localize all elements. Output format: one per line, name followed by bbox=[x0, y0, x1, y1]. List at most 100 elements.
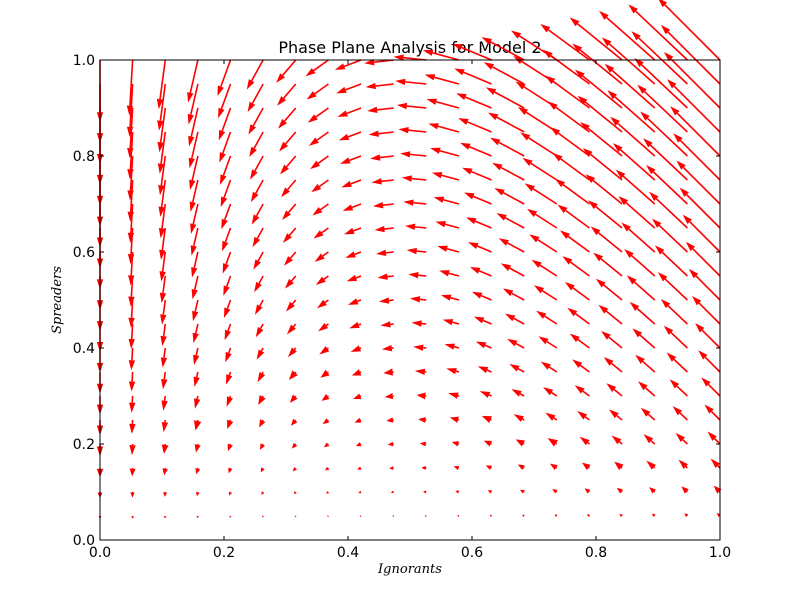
vector-arrow-head bbox=[217, 85, 224, 97]
vector-arrow bbox=[614, 461, 624, 471]
vector-arrow bbox=[396, 102, 427, 110]
vector-arrow bbox=[552, 152, 590, 181]
vector-arrow-head bbox=[226, 396, 234, 407]
vector-arrow bbox=[341, 179, 362, 188]
vector-arrow-shaft bbox=[285, 155, 297, 168]
vector-arrow bbox=[224, 323, 232, 341]
vector-arrow bbox=[481, 37, 525, 61]
vector-arrow-shaft bbox=[588, 466, 590, 469]
vector-arrow-head bbox=[607, 90, 618, 100]
vector-arrow bbox=[562, 256, 590, 277]
vector-arrow-shaft bbox=[161, 251, 167, 272]
vector-arrow bbox=[286, 323, 297, 335]
vector-arrow bbox=[250, 155, 264, 180]
vector-arrow-head bbox=[619, 513, 623, 518]
vector-arrow-head bbox=[282, 210, 291, 221]
vector-arrow-head bbox=[251, 214, 260, 225]
vector-arrow-shaft bbox=[463, 71, 492, 85]
vector-arrow bbox=[162, 467, 168, 476]
vector-arrow bbox=[323, 442, 330, 448]
vector-arrow-head bbox=[131, 516, 135, 519]
vector-arrow-shaft bbox=[686, 490, 688, 493]
vector-arrow-shaft bbox=[664, 4, 721, 61]
vector-arrow-head bbox=[452, 43, 463, 51]
vector-arrow-head bbox=[672, 406, 683, 416]
vector-arrow-head bbox=[640, 407, 651, 417]
vector-arrow bbox=[157, 107, 167, 153]
vector-arrow bbox=[384, 392, 394, 400]
vector-arrow bbox=[418, 416, 427, 423]
vector-arrow-head bbox=[229, 515, 232, 518]
vector-arrow bbox=[489, 514, 492, 518]
vector-arrow bbox=[358, 490, 362, 494]
vector-arrow bbox=[191, 251, 199, 278]
vector-arrow bbox=[628, 4, 688, 61]
vector-arrow-shaft bbox=[131, 347, 134, 361]
vector-arrow-head bbox=[688, 268, 699, 279]
vector-arrow bbox=[555, 178, 590, 205]
vector-arrow bbox=[585, 174, 623, 205]
vector-arrow-head bbox=[159, 271, 166, 282]
vector-arrow bbox=[451, 441, 460, 447]
vector-arrow bbox=[191, 275, 199, 300]
vector-arrow-shaft bbox=[131, 371, 134, 382]
vector-arrow bbox=[221, 203, 232, 230]
vector-arrow-shaft bbox=[714, 438, 721, 445]
vector-arrow-shaft bbox=[636, 307, 656, 325]
vector-arrow-shaft bbox=[544, 315, 558, 325]
vector-arrow-head bbox=[288, 370, 298, 381]
vector-arrow-shaft bbox=[435, 101, 460, 109]
vector-arrow bbox=[159, 227, 167, 260]
vector-arrow bbox=[316, 299, 329, 309]
vector-arrow-shaft bbox=[250, 59, 264, 82]
vector-arrow bbox=[522, 157, 558, 181]
vector-arrow-head bbox=[442, 319, 454, 326]
x-tick-label: 1.0 bbox=[709, 545, 731, 561]
vector-arrow bbox=[640, 407, 656, 421]
vector-arrow-head bbox=[278, 118, 288, 129]
vector-arrow-head bbox=[598, 304, 609, 314]
vector-arrow-shaft bbox=[664, 278, 688, 301]
vector-arrow-head bbox=[449, 416, 459, 423]
vector-arrow-head bbox=[426, 98, 438, 105]
x-tick-label: 0.2 bbox=[213, 545, 235, 561]
vector-arrow-head bbox=[193, 420, 202, 431]
vector-arrow-shaft bbox=[351, 203, 362, 209]
vector-arrow-shaft bbox=[653, 466, 656, 469]
vector-arrow bbox=[651, 218, 688, 253]
vector-arrow-head bbox=[517, 106, 529, 116]
vector-arrow-head bbox=[682, 214, 692, 224]
vector-arrow-head bbox=[190, 223, 197, 234]
vector-arrow bbox=[347, 298, 362, 305]
vector-arrow bbox=[128, 371, 136, 392]
vector-arrow-head bbox=[222, 263, 230, 274]
vector-arrow-shaft bbox=[492, 66, 525, 85]
vector-arrow-head bbox=[515, 439, 525, 447]
vector-arrow-head bbox=[676, 160, 686, 170]
vector-arrow-head bbox=[257, 372, 266, 383]
vector-arrow-shaft bbox=[283, 83, 297, 99]
vector-arrow-head bbox=[193, 354, 200, 366]
vector-arrow-head bbox=[451, 441, 459, 447]
vector-arrow bbox=[462, 167, 492, 181]
vector-arrow bbox=[389, 466, 394, 470]
vector-arrow bbox=[524, 183, 558, 205]
vector-arrow bbox=[599, 10, 656, 61]
vector-arrow-shaft bbox=[645, 387, 656, 397]
vector-arrow-shaft bbox=[611, 69, 656, 109]
vector-arrow bbox=[704, 404, 721, 421]
vector-arrow-head bbox=[128, 381, 136, 392]
vector-arrow-shaft bbox=[507, 242, 525, 253]
vector-arrow-head bbox=[157, 163, 165, 174]
vector-arrow-head bbox=[543, 387, 554, 396]
vector-arrow-shaft bbox=[294, 395, 297, 398]
vector-arrow-shaft bbox=[628, 228, 656, 253]
vector-arrow-head bbox=[314, 253, 325, 262]
y-tick-label: 0.8 bbox=[73, 149, 95, 165]
vector-arrow-shaft bbox=[450, 296, 460, 301]
vector-arrow-head bbox=[643, 434, 654, 444]
vector-arrow-head bbox=[365, 82, 376, 90]
vector-arrow-shaft bbox=[537, 239, 558, 253]
vector-arrow bbox=[442, 319, 460, 326]
vector-arrow-head bbox=[160, 335, 167, 347]
